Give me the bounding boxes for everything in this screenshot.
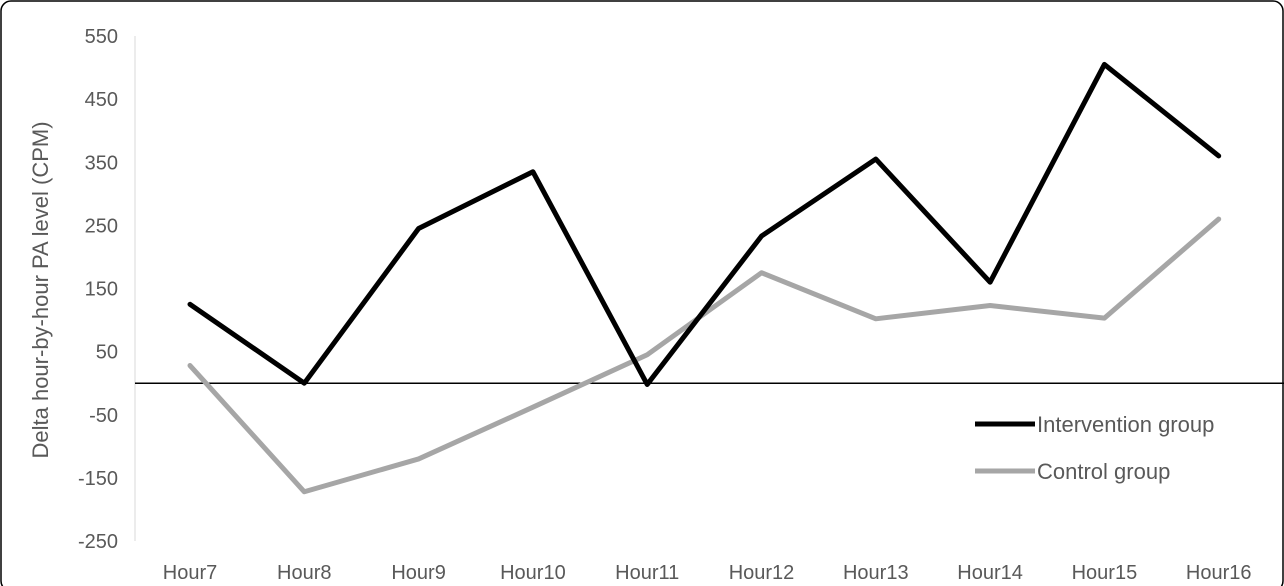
- y-tick-label: -150: [78, 468, 118, 490]
- series-layer: [187, 61, 1222, 495]
- series-line-intervention: [187, 61, 1222, 387]
- y-tick-label: -250: [78, 531, 118, 553]
- x-tick-label: Hour14: [957, 562, 1023, 584]
- x-tick-label: Hour10: [500, 562, 566, 584]
- legend-label-control: Control group: [1037, 459, 1170, 484]
- y-tick-label: -50: [89, 405, 118, 427]
- y-tick-label: 150: [85, 279, 118, 301]
- y-tick-label: 50: [96, 342, 118, 364]
- y-tick-labels: -250 -150 -50 50 150 250 350 450 550: [78, 26, 118, 553]
- x-tick-labels: Hour7 Hour8 Hour9 Hour10 Hour11 Hour12 Hour13 H…: [163, 562, 1252, 584]
- y-tick-label: 450: [85, 89, 118, 111]
- x-tick-label: Hour7: [163, 562, 217, 584]
- x-tick-label: Hour12: [729, 562, 795, 584]
- legend-label-intervention: Intervention group: [1037, 412, 1214, 437]
- y-tick-label: 550: [85, 26, 118, 48]
- legend: Intervention group Control group: [975, 412, 1214, 484]
- x-tick-label: Hour8: [277, 562, 331, 584]
- x-tick-label: Hour9: [391, 562, 445, 584]
- y-axis-title: Delta hour-by-hour PA level (CPM): [28, 121, 53, 458]
- y-tick-label: 250: [85, 215, 118, 237]
- x-tick-label: Hour11: [615, 562, 679, 584]
- x-tick-label: Hour16: [1186, 562, 1252, 584]
- x-tick-label: Hour13: [843, 562, 909, 584]
- legend-item-control: Control group: [975, 459, 1170, 484]
- x-tick-label: Hour15: [1072, 562, 1138, 584]
- legend-item-intervention: Intervention group: [975, 412, 1214, 437]
- y-tick-label: 350: [85, 152, 118, 174]
